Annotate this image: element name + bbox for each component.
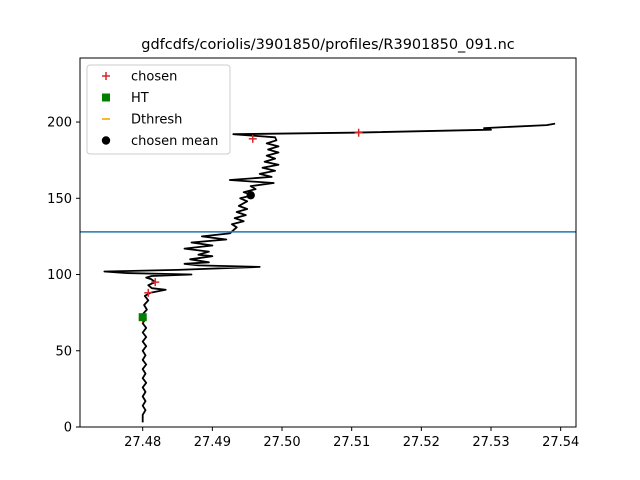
y-tick-label-1: 50: [55, 344, 72, 359]
legend-label-chosen-mean: chosen mean: [131, 134, 218, 149]
legend-marker-chosen: [102, 72, 110, 80]
legend-label-chosen: chosen: [131, 70, 177, 85]
chosen-point-4: [354, 128, 363, 137]
y-tick-label-4: 200: [47, 116, 72, 131]
x-tick-label-6: 27.54: [542, 435, 579, 450]
x-tick-label-2: 27.50: [263, 435, 300, 450]
chosen-mean-point-0: [246, 191, 255, 200]
profile-line: [103, 122, 556, 423]
y-tick-label-3: 150: [47, 192, 72, 207]
x-tick-label-0: 27.48: [124, 435, 161, 450]
chosen-point-2: [151, 278, 160, 287]
axes-frame: [79, 57, 577, 428]
x-tick-label-4: 27.52: [403, 435, 440, 450]
legend-marker-HT: [102, 93, 110, 102]
y-tick-label-2: 100: [47, 268, 72, 283]
HT-point-0: [138, 313, 147, 322]
x-tick-label-1: 27.49: [194, 435, 231, 450]
axes: 27.48 27.49 27.50 27.51 27.52 27.53 27.54 0 50 10…: [47, 57, 579, 450]
chart-title: gdfcdfs/coriolis/3901850/profiles/R39018…: [141, 37, 515, 53]
plot-area: [80, 122, 576, 423]
y-tick-label-0: 0: [64, 421, 72, 436]
x-tick-label-5: 27.53: [472, 435, 509, 450]
legend-label-Dthresh: Dthresh: [131, 113, 182, 128]
chosen-point-3: [248, 134, 257, 143]
legend: chosen HT Dthresh chosen mean: [86, 64, 231, 155]
legend-box: [86, 64, 231, 155]
chosen-point-1: [144, 288, 153, 297]
legend-label-HT: HT: [131, 91, 149, 106]
legend-marker-chosen-mean: [101, 136, 111, 145]
plot-content: [80, 122, 576, 423]
x-tick-label-3: 27.51: [333, 435, 370, 450]
